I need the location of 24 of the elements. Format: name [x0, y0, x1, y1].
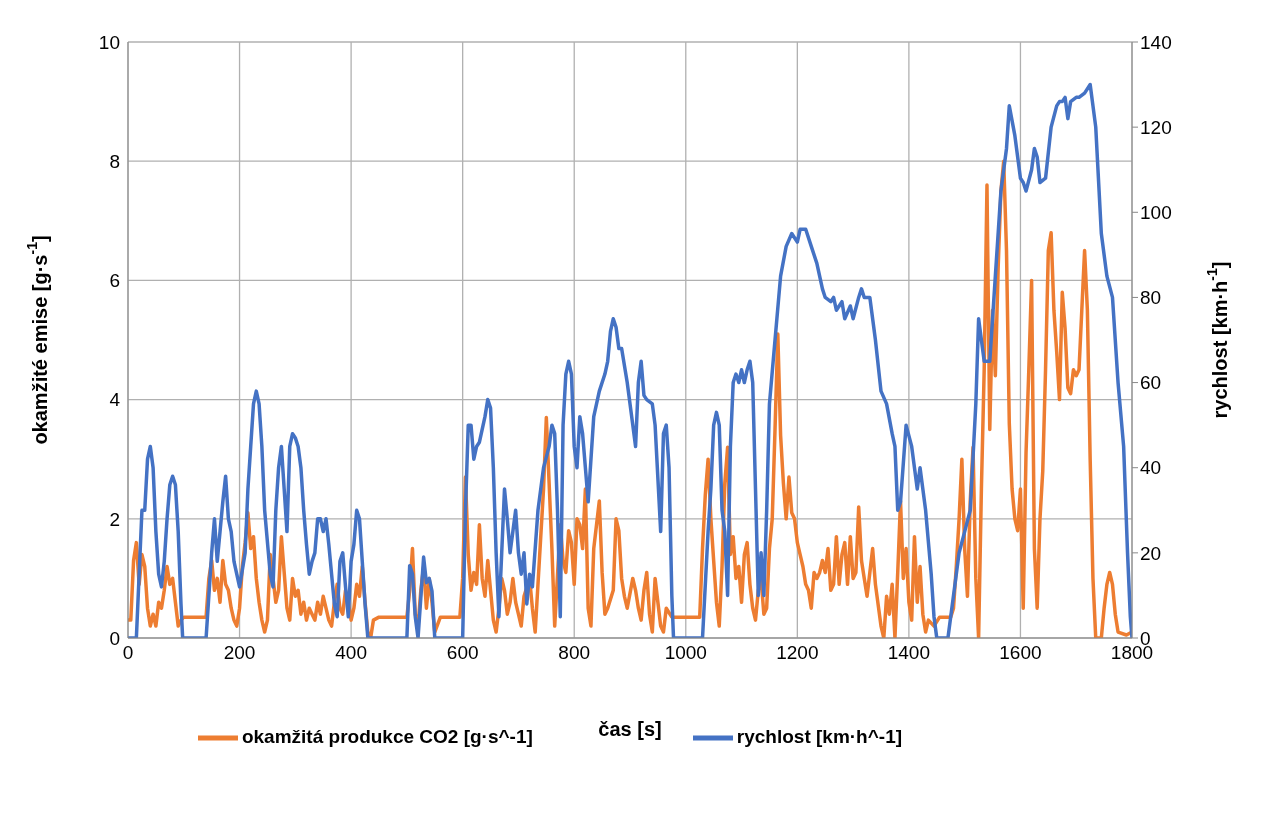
y2-tick-label: 140 [1140, 31, 1172, 53]
y-tick-label: 4 [109, 389, 121, 411]
y2-tick-label: 80 [1140, 287, 1162, 309]
y-tick-label: 2 [109, 508, 120, 530]
x-tick-label: 1000 [664, 642, 707, 664]
y-tick-label: 6 [109, 270, 120, 292]
y2-tick-label: 100 [1140, 202, 1172, 224]
x-tick-label: 1200 [776, 642, 819, 664]
y2-tick-label: 120 [1140, 116, 1172, 138]
y2-tick-label: 20 [1140, 542, 1162, 564]
legend-label: rychlost [km·h^-1] [736, 726, 903, 748]
x-tick-label: 800 [558, 642, 591, 664]
y-tick-label: 8 [109, 150, 120, 172]
x-tick-label: 200 [223, 642, 256, 664]
x-tick-label: 1400 [887, 642, 931, 664]
y-tick-label: 10 [98, 31, 120, 53]
y2-tick-label: 40 [1140, 457, 1162, 479]
x-tick-label: 400 [335, 642, 367, 664]
x-tick-label: 600 [446, 642, 479, 664]
x-tick-label: 1600 [999, 642, 1042, 664]
y2-tick-label: 60 [1140, 372, 1162, 394]
x-axis-title: čas [s] [598, 718, 662, 740]
legend-label: okamžitá produkce CO2 [g·s^-1] [241, 726, 533, 748]
y-tick-label: 0 [109, 627, 120, 649]
